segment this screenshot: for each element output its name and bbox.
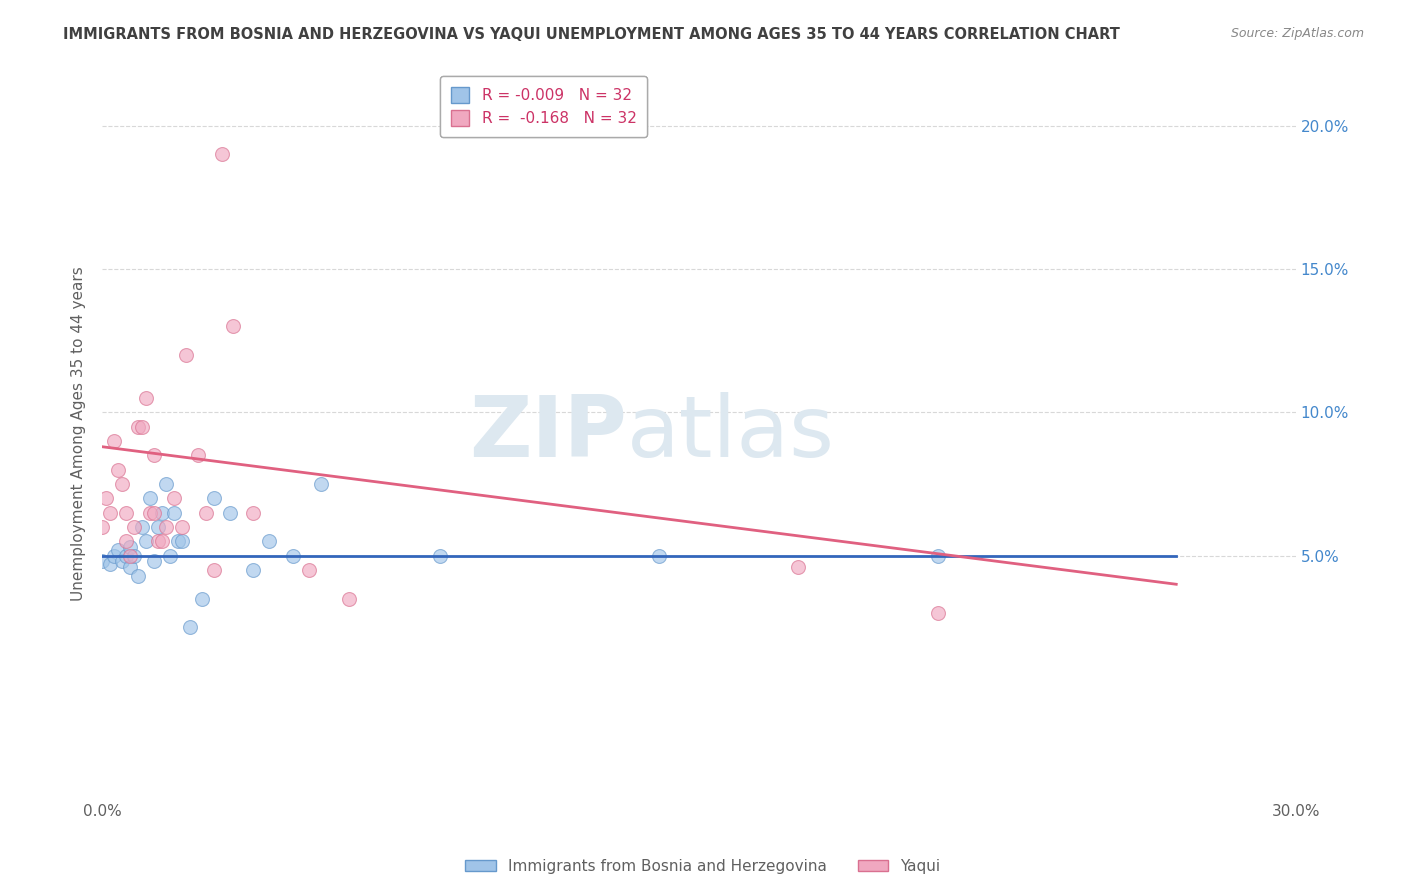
Point	[135, 391, 157, 405]
Point	[259, 534, 281, 549]
Point	[120, 540, 142, 554]
Text: Source: ZipAtlas.com: Source: ZipAtlas.com	[1230, 27, 1364, 40]
Point	[103, 434, 125, 448]
Point	[648, 549, 671, 563]
Point	[222, 319, 245, 334]
Legend: R = -0.009   N = 32, R =  -0.168   N = 32: R = -0.009 N = 32, R = -0.168 N = 32	[440, 76, 647, 137]
Point	[142, 554, 165, 568]
Point	[190, 591, 212, 606]
Point	[91, 520, 114, 534]
Point	[150, 534, 173, 549]
Legend: Immigrants from Bosnia and Herzegovina, Yaqui: Immigrants from Bosnia and Herzegovina, …	[460, 853, 946, 880]
Y-axis label: Unemployment Among Ages 35 to 44 years: Unemployment Among Ages 35 to 44 years	[72, 267, 86, 601]
Point	[429, 549, 451, 563]
Point	[111, 554, 134, 568]
Point	[211, 147, 233, 161]
Point	[163, 491, 186, 506]
Point	[135, 534, 157, 549]
Point	[155, 520, 177, 534]
Point	[146, 534, 169, 549]
Point	[194, 506, 217, 520]
Point	[927, 606, 949, 620]
Point	[131, 520, 153, 534]
Point	[91, 554, 114, 568]
Point	[146, 520, 169, 534]
Point	[298, 563, 321, 577]
Point	[122, 520, 145, 534]
Point	[98, 558, 121, 572]
Point	[107, 463, 129, 477]
Point	[309, 477, 332, 491]
Point	[787, 560, 810, 574]
Point	[163, 506, 186, 520]
Point	[927, 549, 949, 563]
Point	[166, 534, 188, 549]
Point	[122, 549, 145, 563]
Point	[337, 591, 360, 606]
Point	[155, 477, 177, 491]
Point	[139, 491, 162, 506]
Point	[174, 348, 197, 362]
Text: ZIP: ZIP	[470, 392, 627, 475]
Point	[107, 542, 129, 557]
Point	[218, 506, 240, 520]
Point	[202, 563, 225, 577]
Text: IMMIGRANTS FROM BOSNIA AND HERZEGOVINA VS YAQUI UNEMPLOYMENT AMONG AGES 35 TO 44: IMMIGRANTS FROM BOSNIA AND HERZEGOVINA V…	[63, 27, 1121, 42]
Point	[115, 549, 138, 563]
Point	[242, 563, 264, 577]
Point	[127, 568, 149, 582]
Point	[120, 560, 142, 574]
Point	[127, 419, 149, 434]
Point	[142, 448, 165, 462]
Point	[159, 549, 181, 563]
Point	[202, 491, 225, 506]
Point	[283, 549, 305, 563]
Point	[103, 549, 125, 563]
Point	[98, 506, 121, 520]
Point	[187, 448, 209, 462]
Point	[111, 477, 134, 491]
Point	[242, 506, 264, 520]
Point	[120, 549, 142, 563]
Point	[150, 506, 173, 520]
Point	[170, 534, 193, 549]
Point	[179, 620, 201, 634]
Point	[96, 491, 118, 506]
Point	[115, 506, 138, 520]
Point	[131, 419, 153, 434]
Point	[115, 534, 138, 549]
Point	[170, 520, 193, 534]
Text: atlas: atlas	[627, 392, 835, 475]
Point	[139, 506, 162, 520]
Point	[142, 506, 165, 520]
